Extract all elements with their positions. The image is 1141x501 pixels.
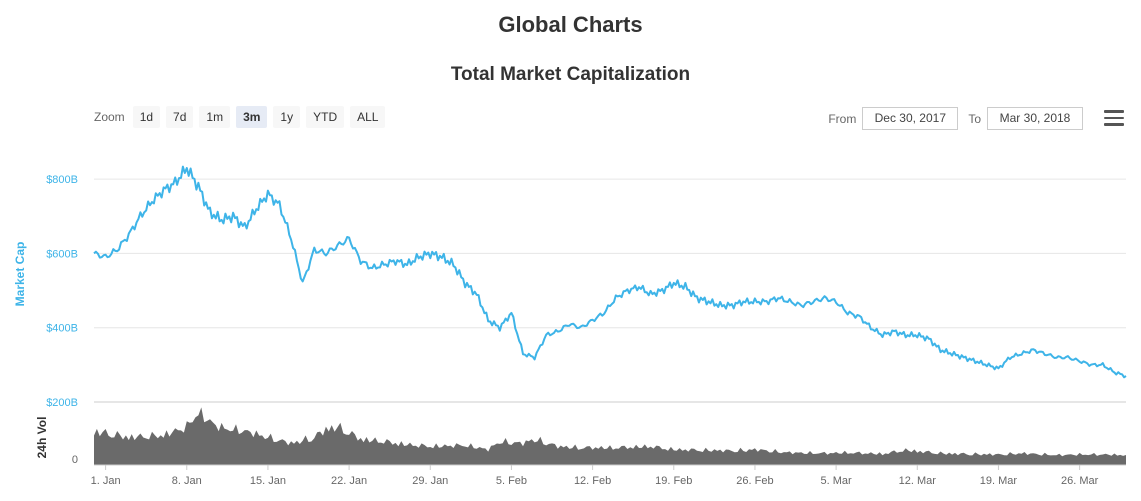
from-label: From: [828, 111, 857, 126]
zoom-label: Zoom: [94, 110, 125, 124]
y-tick-label: $400B: [46, 323, 78, 335]
y-tick-label: $800B: [46, 174, 78, 186]
from-date-input[interactable]: Dec 30, 2017: [862, 107, 959, 130]
x-tick-label: 8. Jan: [172, 475, 202, 487]
date-range-bar: From Dec 30, 2017 To Mar 30, 2018: [828, 107, 1087, 130]
zoom-3m-button[interactable]: 3m: [236, 106, 268, 128]
zoom-1d-button[interactable]: 1d: [132, 106, 161, 128]
zoom-7d-button[interactable]: 7d: [166, 106, 194, 128]
y-tick-label: $600B: [46, 248, 78, 260]
hamburger-menu-icon[interactable]: [1104, 110, 1124, 128]
x-tick-label: 19. Feb: [655, 475, 692, 487]
x-tick-label: 12. Feb: [574, 475, 611, 487]
to-label: To: [968, 111, 981, 126]
y-tick-label: $200B: [46, 397, 78, 409]
page-title: Global Charts: [498, 12, 643, 37]
volume-y-tick-label: 0: [72, 454, 78, 466]
x-tick-label: 5. Mar: [821, 475, 853, 487]
market-cap-line: [93, 165, 1127, 379]
x-tick-label: 22. Jan: [331, 475, 367, 487]
to-date-input[interactable]: Mar 30, 2018: [987, 107, 1083, 130]
zoom-1y-button[interactable]: 1y: [273, 106, 301, 128]
x-tick-label: 15. Jan: [250, 475, 286, 487]
volume-axis-title: 24h Vol: [35, 417, 49, 459]
zoom-ytd-button[interactable]: YTD: [306, 106, 345, 128]
zoom-bar: Zoom 1d 7d 1m 3m 1y YTD ALL: [94, 106, 386, 128]
x-tick-label: 19. Mar: [980, 475, 1018, 487]
x-tick-label: 5. Feb: [496, 475, 527, 487]
x-tick-label: 12. Mar: [899, 475, 937, 487]
y-axis-title: Market Cap: [13, 242, 27, 307]
x-tick-label: 26. Mar: [1061, 475, 1099, 487]
zoom-1m-button[interactable]: 1m: [199, 106, 231, 128]
x-tick-label: 29. Jan: [412, 475, 448, 487]
chart-title: Total Market Capitalization: [450, 64, 691, 85]
x-tick-label: 1. Jan: [91, 475, 121, 487]
x-tick-label: 26. Feb: [736, 475, 773, 487]
volume-area: [94, 407, 1126, 465]
zoom-all-button[interactable]: ALL: [350, 106, 386, 128]
